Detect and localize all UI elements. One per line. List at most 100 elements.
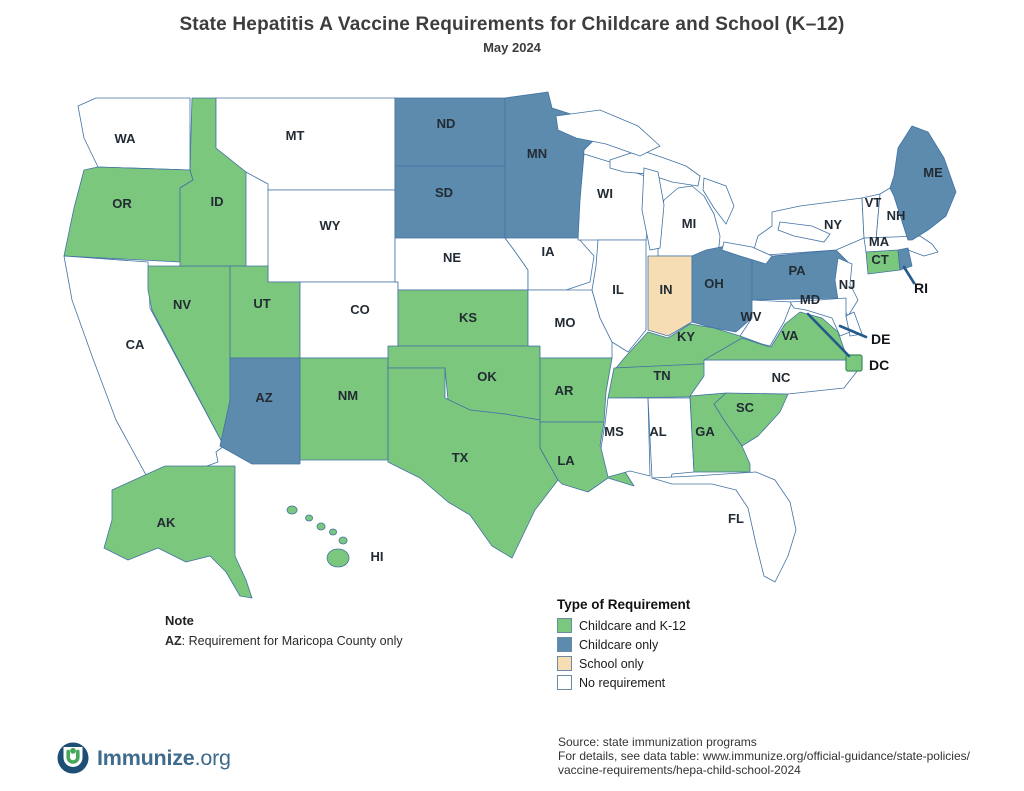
immunize-logo-icon bbox=[57, 742, 89, 774]
state-label-IL: IL bbox=[612, 282, 624, 297]
state-AZ bbox=[219, 357, 301, 465]
state-SC bbox=[713, 392, 789, 447]
labels-layer: WA OR CA NV ID MT WY UT CO AZ NM ND SD NE KS OK TX MN IA MO… bbox=[112, 116, 943, 564]
state-label-FL: FL bbox=[728, 511, 744, 526]
state-label-ME: ME bbox=[923, 165, 943, 180]
state-label-CO: CO bbox=[350, 302, 370, 317]
callout-line-DC bbox=[806, 312, 851, 358]
callout-line-DE bbox=[838, 324, 868, 339]
state-label-MI: MI bbox=[682, 216, 696, 231]
legend-label-none: No requirement bbox=[579, 675, 666, 690]
legend-item-childcare_only: Childcare only bbox=[557, 635, 690, 654]
great-lake bbox=[555, 109, 661, 157]
callout-lines-layer bbox=[806, 265, 916, 358]
state-label-PA: PA bbox=[788, 263, 806, 278]
state-label-TX: TX bbox=[452, 450, 469, 465]
legend-label-childcare_k12: Childcare and K-12 bbox=[579, 618, 687, 633]
state-IL bbox=[591, 239, 647, 353]
legend-item-none: No requirement bbox=[557, 673, 690, 692]
source-line: vaccine-requirements/hepa-child-school-2… bbox=[558, 763, 801, 778]
state-label-AZ: AZ bbox=[255, 390, 272, 405]
state-label-MT: MT bbox=[286, 128, 305, 143]
great-lake bbox=[721, 241, 773, 265]
state-NM bbox=[299, 357, 389, 461]
note-text: AZ: Requirement for Maricopa County only bbox=[165, 634, 403, 649]
state-label-MS: MS bbox=[604, 424, 624, 439]
legend-label-school_only: School only bbox=[579, 656, 644, 671]
legend-items: Childcare and K-12 Childcare only School o… bbox=[557, 616, 690, 692]
immunize-logo-text: Immunize.org bbox=[97, 745, 231, 770]
state-label-CA: CA bbox=[126, 337, 145, 352]
state-MD bbox=[789, 297, 851, 337]
state-label-MO: MO bbox=[555, 315, 576, 330]
state-label-ID: ID bbox=[211, 194, 224, 209]
state-label-KY: KY bbox=[677, 329, 695, 344]
legend-swatch-childcare_only bbox=[557, 637, 572, 652]
source-text: Source: state immunization programs For … bbox=[558, 735, 970, 777]
note-heading: Note bbox=[165, 613, 194, 628]
state-RI bbox=[897, 247, 913, 271]
state-AL bbox=[647, 397, 695, 483]
state-label-WA: WA bbox=[115, 131, 137, 146]
map-note: Note AZ: Requirement for Maricopa County… bbox=[165, 610, 403, 652]
state-label-NE: NE bbox=[443, 250, 461, 265]
state-label-WY: WY bbox=[320, 218, 341, 233]
state-label-VT: VT bbox=[865, 195, 882, 210]
legend-title: Type of Requirement bbox=[557, 597, 691, 612]
state-label-AR: AR bbox=[555, 383, 574, 398]
state-label-UT: UT bbox=[253, 296, 270, 311]
great-lake bbox=[641, 167, 665, 251]
state-OR bbox=[63, 166, 194, 263]
us-choropleth-map: WA OR CA NV ID MT WY UT CO AZ NM ND SD NE KS OK TX MN IA MO… bbox=[63, 91, 957, 599]
state-label-NM: NM bbox=[338, 388, 358, 403]
callout-label-DC: DC bbox=[869, 357, 889, 373]
state-AR bbox=[539, 357, 613, 423]
state-label-SC: SC bbox=[736, 400, 755, 415]
state-label-IA: IA bbox=[542, 244, 556, 259]
state-label-KS: KS bbox=[459, 310, 477, 325]
state-WY bbox=[267, 189, 396, 283]
state-label-VA: VA bbox=[781, 328, 799, 343]
state-label-CT: CT bbox=[871, 252, 888, 267]
legend-swatch-school_only bbox=[557, 656, 572, 671]
state-label-AL: AL bbox=[649, 424, 666, 439]
page-subtitle: May 2024 bbox=[483, 40, 541, 55]
state-swatch-DC bbox=[845, 354, 863, 372]
state-label-SD: SD bbox=[435, 185, 453, 200]
state-label-NC: NC bbox=[772, 370, 791, 385]
state-label-ND: ND bbox=[437, 116, 456, 131]
state-CO bbox=[299, 281, 399, 359]
state-SD bbox=[394, 165, 506, 239]
state-WV bbox=[739, 299, 793, 347]
state-label-OR: OR bbox=[112, 196, 132, 211]
state-label-HI: HI bbox=[371, 549, 384, 564]
legend-label-childcare_only: Childcare only bbox=[579, 637, 659, 652]
state-label-WI: WI bbox=[597, 186, 613, 201]
state-label-NH: NH bbox=[887, 208, 906, 223]
state-FL bbox=[651, 471, 797, 583]
state-ME bbox=[889, 125, 957, 241]
immunize-logo: Immunize.org bbox=[57, 742, 231, 774]
state-label-MN: MN bbox=[527, 146, 547, 161]
state-NE bbox=[394, 237, 529, 291]
great-lake bbox=[702, 177, 735, 225]
state-label-NJ: NJ bbox=[839, 277, 856, 292]
state-label-OK: OK bbox=[477, 369, 497, 384]
state-label-AK: AK bbox=[157, 515, 176, 530]
state-AK bbox=[103, 465, 253, 599]
state-label-GA: GA bbox=[695, 424, 715, 439]
state-IN bbox=[647, 255, 693, 337]
legend-item-school_only: School only bbox=[557, 654, 690, 673]
callout-label-RI: RI bbox=[914, 280, 928, 296]
state-label-TN: TN bbox=[653, 368, 670, 383]
state-TX bbox=[387, 367, 559, 559]
lakes-layer bbox=[555, 109, 831, 265]
legend-swatch-childcare_k12 bbox=[557, 618, 572, 633]
state-label-MD: MD bbox=[800, 292, 820, 307]
legend-item-childcare_k12: Childcare and K-12 bbox=[557, 616, 690, 635]
states-layer bbox=[63, 91, 957, 599]
page-title: State Hepatitis A Vaccine Requirements f… bbox=[179, 14, 845, 35]
source-line: Source: state immunization programs bbox=[558, 735, 757, 749]
state-label-IN: IN bbox=[660, 282, 673, 297]
